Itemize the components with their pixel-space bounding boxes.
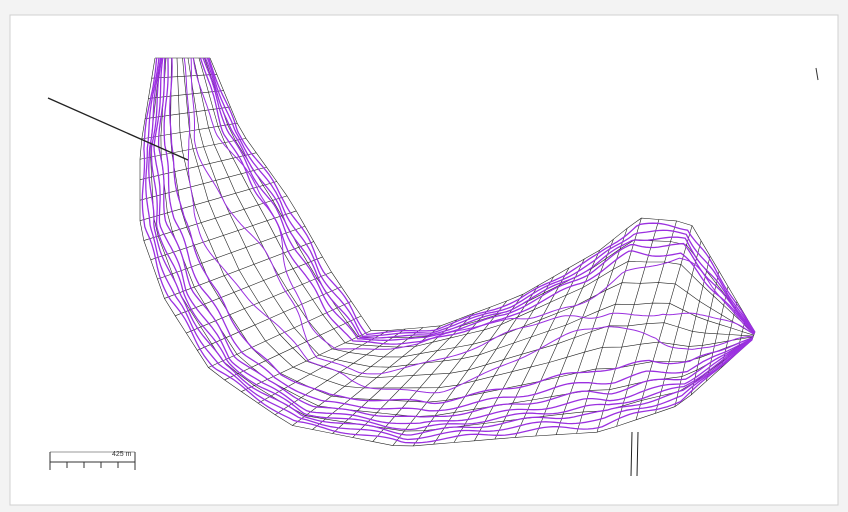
grid-line <box>241 330 372 392</box>
grid-line <box>193 57 755 358</box>
contour-line <box>157 57 753 418</box>
grid-line <box>139 181 277 221</box>
grid-line <box>182 57 754 378</box>
contour-line <box>208 57 756 336</box>
grid-line <box>576 218 642 434</box>
contour-line <box>150 57 753 431</box>
contour-line <box>183 57 754 394</box>
grid-line <box>635 225 693 420</box>
contour-line <box>190 57 755 375</box>
grid-line <box>139 152 257 181</box>
scale-label: 425 m <box>112 451 132 458</box>
grid-line <box>209 57 756 333</box>
contour-line <box>148 57 753 436</box>
pointer-line <box>47 97 189 161</box>
grid-line <box>332 319 458 434</box>
north-mark <box>815 67 819 81</box>
grid-line <box>164 241 314 299</box>
depth-contours <box>141 57 756 444</box>
scale-ticks <box>49 452 136 470</box>
contour-line <box>153 57 753 425</box>
grid-line <box>157 225 306 280</box>
grid-line <box>150 210 297 261</box>
grid-line <box>208 301 352 368</box>
grid-line <box>139 57 753 447</box>
grid-line <box>198 57 755 348</box>
grid-line <box>186 271 332 334</box>
contour-line <box>199 57 755 345</box>
contour-line <box>169 57 754 405</box>
contour-line <box>204 57 756 339</box>
contour-line <box>202 57 756 341</box>
contour-line <box>141 57 753 444</box>
contour-line <box>163 58 753 412</box>
grid-line <box>392 300 508 446</box>
contour-line <box>206 57 756 337</box>
grid-line <box>655 240 702 414</box>
outlet-channel <box>630 431 639 477</box>
grid-line <box>139 166 267 201</box>
map-panel <box>9 14 839 506</box>
grid-line <box>258 330 389 404</box>
grid-line <box>145 106 231 119</box>
grid-line <box>474 267 570 441</box>
grid-line <box>187 57 754 368</box>
grid-line <box>555 228 628 435</box>
contour-line <box>145 57 753 441</box>
scale-bar: 425 m <box>49 451 136 470</box>
